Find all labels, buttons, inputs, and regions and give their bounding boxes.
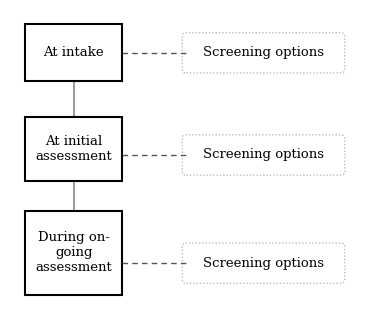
Text: At intake: At intake [43, 46, 104, 59]
FancyBboxPatch shape [25, 24, 122, 81]
Text: Screening options: Screening options [203, 148, 324, 162]
FancyBboxPatch shape [182, 33, 345, 73]
FancyBboxPatch shape [182, 135, 345, 175]
Text: At initial
assessment: At initial assessment [35, 135, 112, 163]
FancyBboxPatch shape [25, 117, 122, 181]
FancyBboxPatch shape [182, 243, 345, 283]
Text: During on-
going
assessment: During on- going assessment [35, 231, 112, 274]
FancyBboxPatch shape [25, 211, 122, 295]
Text: Screening options: Screening options [203, 257, 324, 270]
Text: Screening options: Screening options [203, 46, 324, 59]
